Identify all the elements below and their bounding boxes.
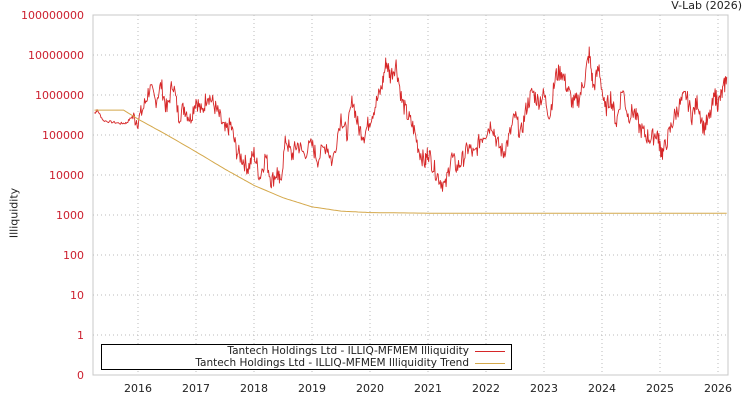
x-tick-label: 2023 [530,382,558,395]
x-tick-label: 2019 [298,382,326,395]
y-tick-label: 100000000 [21,9,84,22]
grid-lines [93,15,728,375]
x-tick-label: 2025 [646,382,674,395]
legend-item-trend: Tantech Holdings Ltd - ILLIQ-MFMEM Illiq… [102,357,511,369]
x-axis-ticks: 2016 2017 2018 2019 2020 2021 2022 2023 2024 2025… [124,382,732,395]
x-tick-label: 2022 [472,382,500,395]
x-tick-label: 2020 [356,382,384,395]
x-tick-label: 2021 [414,382,442,395]
x-tick-label: 2024 [588,382,616,395]
illiquidity-trend-line [94,109,727,214]
legend-label: Tantech Holdings Ltd - ILLIQ-MFMEM Illiq… [195,357,469,369]
y-tick-label: 10 [70,289,84,302]
chart-credit: V-Lab (2026) [671,0,742,12]
legend-swatch-red [475,350,505,352]
y-tick-label: 1 [77,329,84,342]
x-tick-label: 2016 [124,382,152,395]
illiquidity-line [94,46,728,192]
y-tick-label: 0 [77,369,84,382]
x-tick-label: 2026 [704,382,732,395]
legend-swatch-gold [475,362,505,364]
series-lines [94,46,728,214]
y-tick-label: 1000 [56,209,84,222]
y-tick-label: 100000 [42,129,84,142]
legend-item-illiquidity: Tantech Holdings Ltd - ILLIQ-MFMEM Illiq… [102,345,511,357]
y-tick-label: 10000000 [28,49,84,62]
x-tick-label: 2017 [182,382,210,395]
y-tick-label: 1000000 [35,89,84,102]
legend-label: Tantech Holdings Ltd - ILLIQ-MFMEM Illiq… [227,345,469,357]
plot-frame [92,14,729,376]
y-tick-label: 10000 [49,169,84,182]
y-axis-ticks: 1000000001000000010000001000001000010001… [21,9,84,382]
y-tick-label: 100 [63,249,84,262]
x-tick-label: 2018 [240,382,268,395]
legend: Tantech Holdings Ltd - ILLIQ-MFMEM Illiq… [101,344,512,370]
